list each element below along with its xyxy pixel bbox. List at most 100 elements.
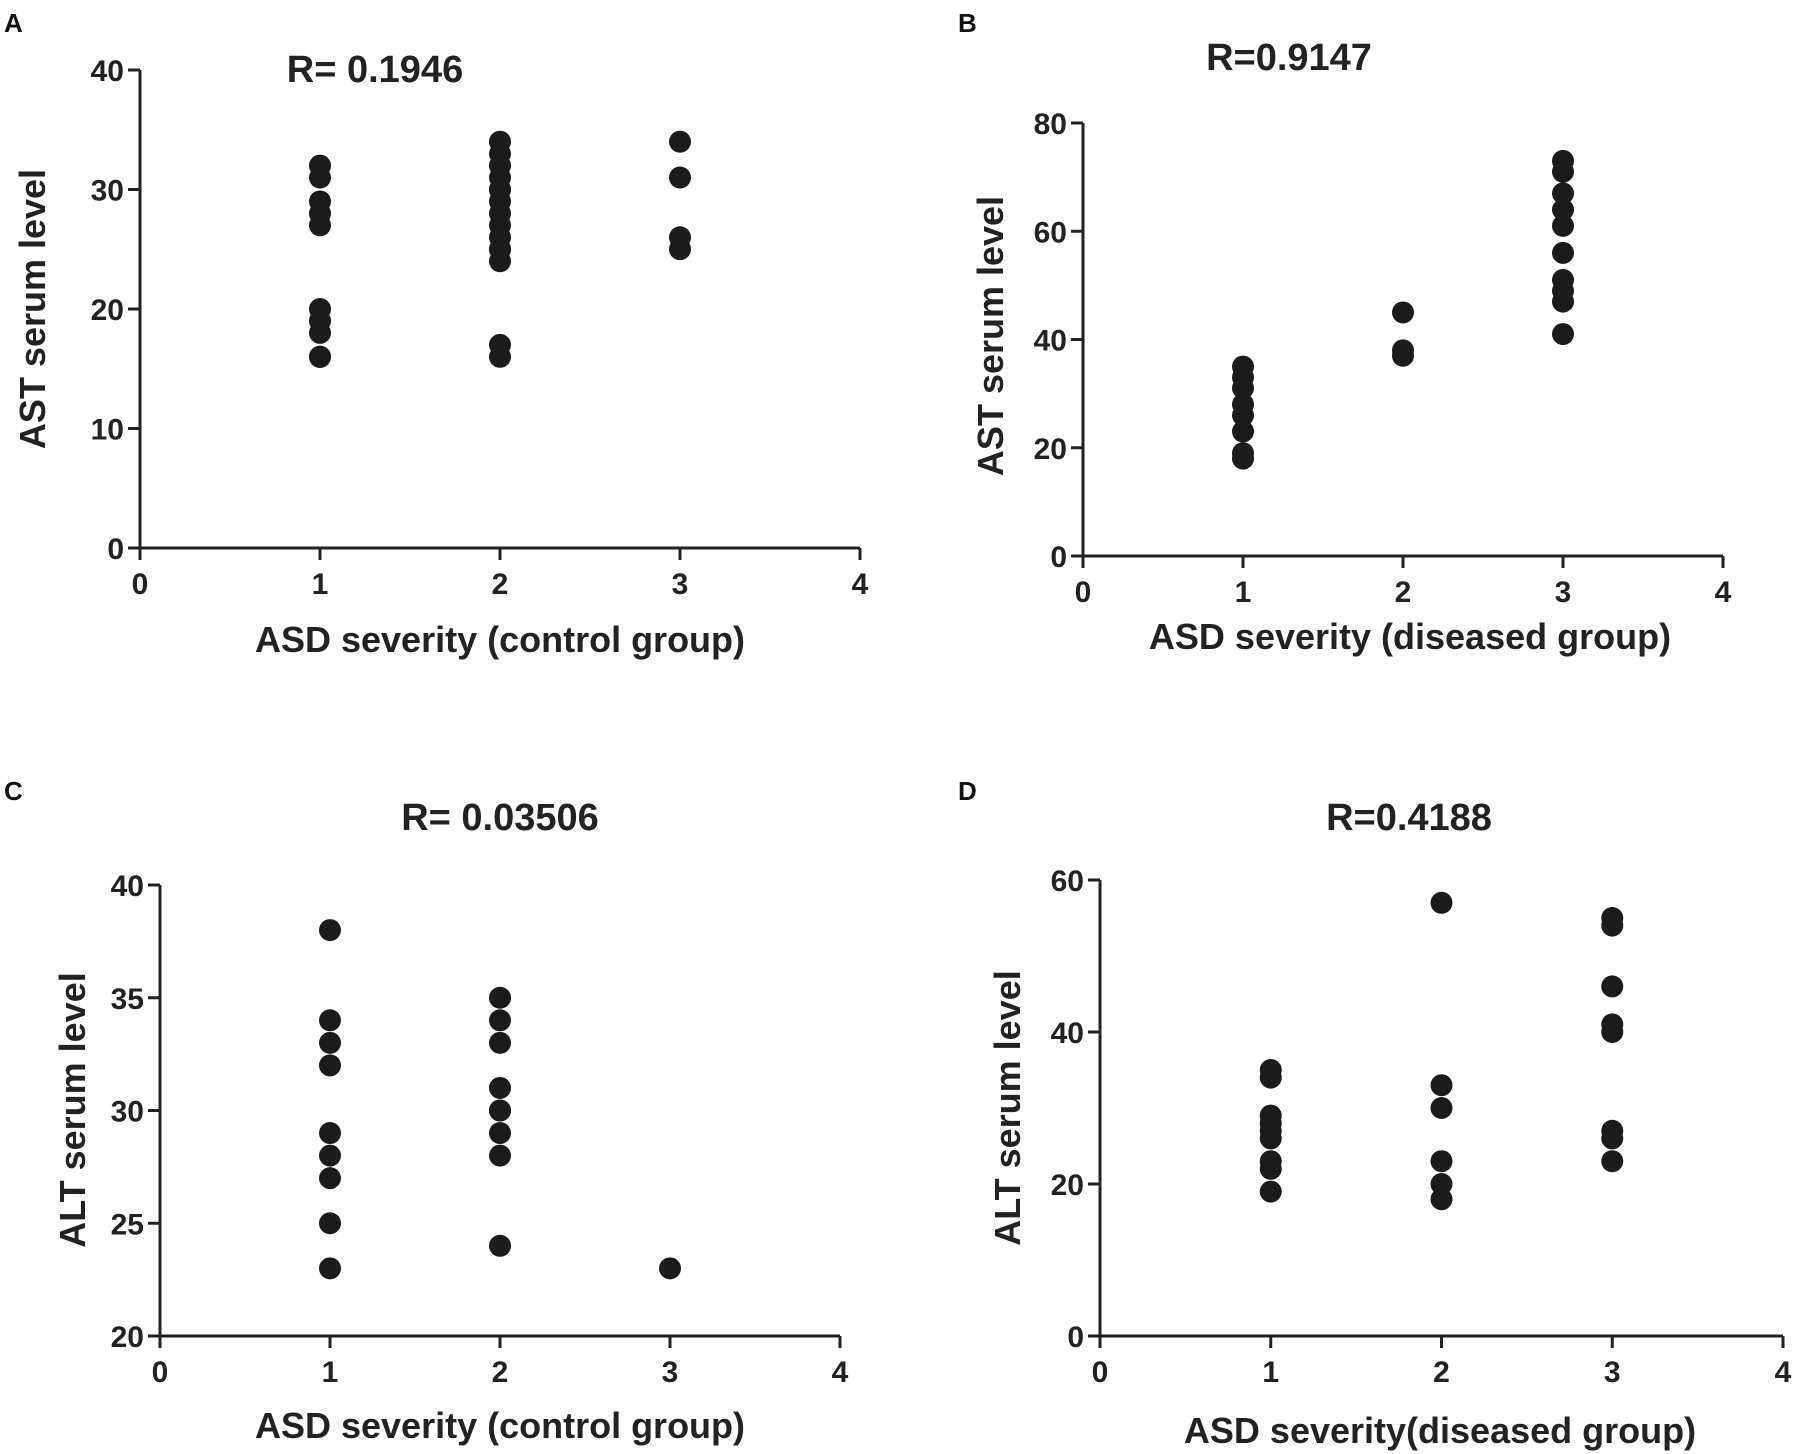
data-point <box>1259 1059 1282 1081</box>
data-point <box>1430 1188 1453 1211</box>
data-point <box>1430 891 1453 914</box>
x-tick-label: 4 <box>1715 576 1732 609</box>
y-tick-label: 30 <box>111 1096 144 1129</box>
y-tick-label: 0 <box>107 533 124 566</box>
x-tick-label: 3 <box>1604 1356 1621 1389</box>
x-tick-label: 4 <box>852 568 869 601</box>
y-tick-label: 35 <box>111 983 144 1016</box>
y-tick-label: 40 <box>111 870 144 903</box>
y-tick-label: 0 <box>1050 541 1067 574</box>
x-tick-label: 3 <box>672 568 689 601</box>
data-point <box>1601 907 1624 929</box>
data-point <box>1601 1013 1624 1036</box>
data-point <box>1232 420 1254 443</box>
y-tick-label: 20 <box>1034 433 1067 466</box>
data-point <box>1552 198 1574 221</box>
data-point <box>319 1031 341 1054</box>
x-tick-label: 3 <box>1555 576 1572 609</box>
data-point <box>489 1031 511 1054</box>
data-point <box>319 1122 341 1145</box>
data-point <box>1259 1104 1282 1127</box>
data-point <box>1552 182 1574 205</box>
y-axis-label: AST serum level <box>970 196 1011 476</box>
data-point <box>669 226 691 249</box>
data-point <box>1430 1173 1453 1195</box>
data-point <box>489 178 511 201</box>
data-point <box>319 919 341 942</box>
data-point <box>1430 1097 1453 1119</box>
x-axis-label: ASD severity(diseased group) <box>1184 1410 1696 1451</box>
x-tick-label: 3 <box>662 1356 679 1389</box>
data-point <box>489 226 511 249</box>
data-point <box>489 1122 511 1145</box>
data-point <box>319 1054 341 1077</box>
chart-panel-a: A R= 0.1946 0 10 20 30 40 0 1 2 3 4 ASD severity (co… <box>4 8 869 660</box>
panel-letter: D <box>958 776 977 806</box>
data-point <box>1601 1150 1624 1173</box>
x-tick-label: 0 <box>132 568 149 601</box>
data-point <box>1232 442 1254 465</box>
y-tick-label: 10 <box>91 414 124 447</box>
y-tick-label: 20 <box>91 294 124 327</box>
chart-panel-c: C R= 0.03506 20 25 30 35 40 0 1 2 3 4 ASD severity (… <box>4 776 849 1446</box>
x-tick-label: 0 <box>1075 576 1092 609</box>
panel-letter: A <box>4 8 23 38</box>
data-point <box>1552 323 1574 346</box>
chart-panel-b: B R=0.9147 0 20 40 60 80 0 1 2 3 4 ASD severity (dis… <box>958 8 1732 657</box>
data-point <box>1232 355 1254 378</box>
x-tick-label: 1 <box>312 568 329 601</box>
chart-title: R=0.4188 <box>1326 797 1492 839</box>
y-tick-label: 40 <box>91 55 124 88</box>
data-point <box>1259 1127 1282 1150</box>
y-tick-label: 40 <box>1034 325 1067 358</box>
x-tick-label: 4 <box>1775 1356 1792 1389</box>
x-tick-label: 4 <box>832 1356 849 1389</box>
data-point <box>319 1009 341 1032</box>
y-tick-label: 30 <box>91 175 124 208</box>
data-point <box>1430 1074 1453 1097</box>
data-point <box>489 986 511 1009</box>
x-axis-label: ASD severity (control group) <box>255 619 745 660</box>
data-point <box>489 1099 511 1122</box>
data-point <box>669 166 691 189</box>
panel-letter: B <box>958 8 977 38</box>
data-point <box>319 1167 341 1190</box>
x-tick-label: 1 <box>1262 1356 1279 1389</box>
data-point <box>1552 241 1574 264</box>
data-point <box>309 190 331 213</box>
x-axis-label: ASD severity (diseased group) <box>1149 616 1671 657</box>
x-tick-label: 2 <box>1433 1356 1450 1389</box>
data-point <box>309 298 331 320</box>
data-point <box>319 1212 341 1235</box>
y-tick-label: 60 <box>1051 865 1084 898</box>
x-tick-label: 2 <box>492 1356 509 1389</box>
data-point <box>489 1009 511 1032</box>
x-tick-label: 0 <box>1092 1356 1109 1389</box>
y-axis-label: ALT serum level <box>52 972 93 1247</box>
data-point <box>659 1257 681 1280</box>
x-tick-label: 0 <box>152 1356 169 1389</box>
data-point <box>1552 214 1574 237</box>
data-point <box>309 154 331 177</box>
y-axis-label: ALT serum level <box>987 970 1028 1245</box>
data-point <box>669 130 691 153</box>
data-point <box>1430 1150 1453 1173</box>
data-point <box>1392 339 1414 362</box>
data-point <box>1392 301 1414 324</box>
data-point <box>489 333 511 356</box>
y-tick-label: 20 <box>111 1321 144 1354</box>
data-point <box>309 345 331 368</box>
x-tick-label: 2 <box>492 568 509 601</box>
panel-letter: C <box>4 776 23 806</box>
x-tick-label: 1 <box>1235 576 1252 609</box>
chart-title: R= 0.1946 <box>287 49 463 91</box>
data-point <box>319 1257 341 1280</box>
y-axis-label: AST serum level <box>12 169 53 449</box>
data-point <box>1259 1180 1282 1203</box>
x-axis-label: ASD severity (control group) <box>255 1405 745 1446</box>
data-point <box>489 130 511 153</box>
chart-panel-d: D R=0.4188 0 20 40 60 0 1 2 3 4 ASD severity(diseas… <box>958 776 1792 1451</box>
x-tick-label: 2 <box>1395 576 1412 609</box>
data-point <box>1552 149 1574 172</box>
